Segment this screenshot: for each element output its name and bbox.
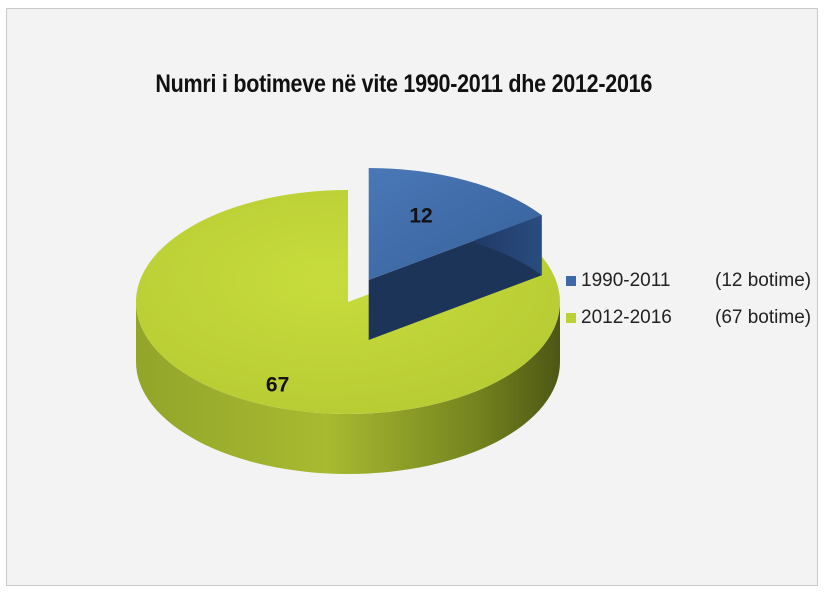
legend-range-label: 1990-2011 — [581, 270, 671, 291]
pie-slice-2012-2016 — [135, 190, 560, 414]
legend-count-label: (67 botime) — [715, 307, 812, 328]
legend: 1990-2011 (12 botime) 2012-2016 (67 boti… — [566, 268, 811, 342]
data-label-1990-2011: 12 — [409, 204, 432, 227]
data-label-2012-2016: 67 — [266, 374, 289, 397]
legend-item: 1990-2011 (12 botime) — [566, 268, 811, 294]
pie-slice-side-2012-2016 — [136, 302, 560, 474]
chart-title: Numri i botimeve në vite 1990-2011 dhe 2… — [155, 70, 653, 98]
legend-count-label: (12 botime) — [715, 270, 812, 291]
legend-item: 2012-2016 (67 botime) — [566, 305, 811, 331]
legend-swatch — [566, 276, 576, 286]
legend-swatch — [566, 313, 576, 323]
legend-range-label: 2012-2016 — [581, 307, 672, 328]
pie-slice-1990-2011 — [368, 168, 542, 280]
